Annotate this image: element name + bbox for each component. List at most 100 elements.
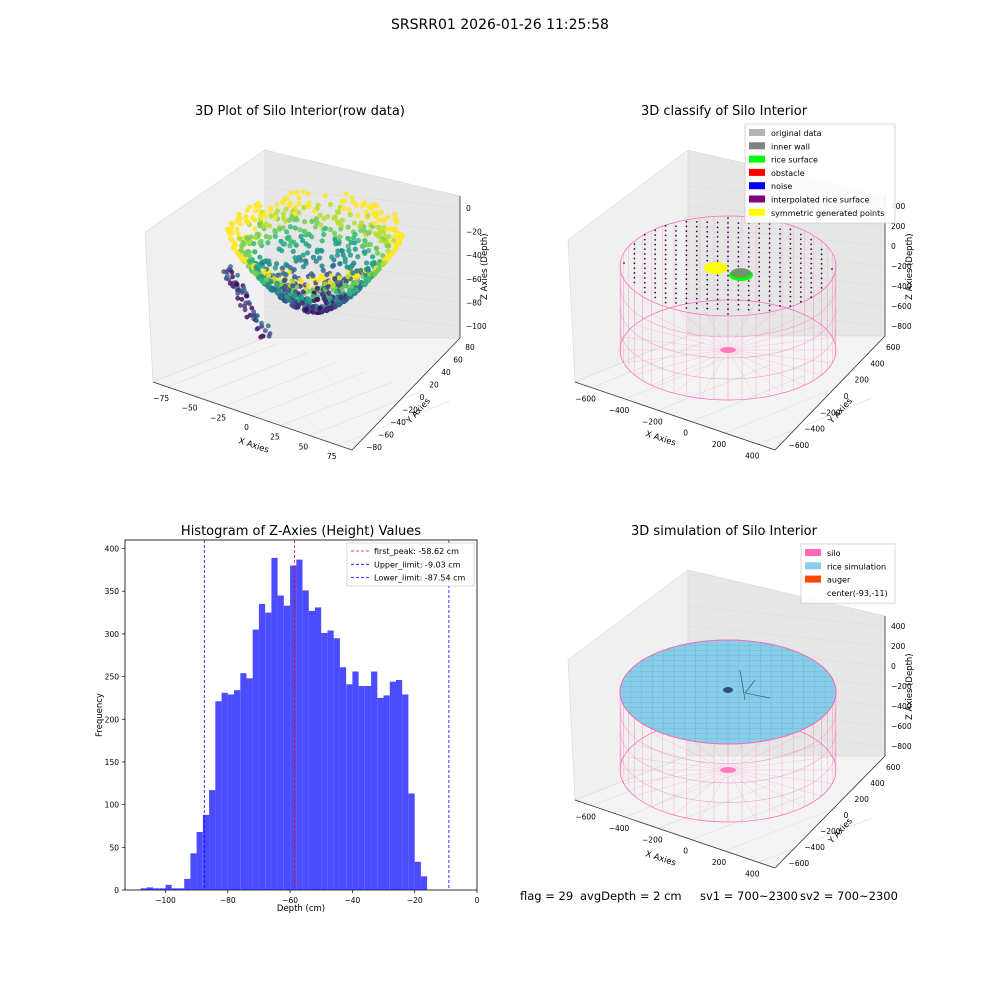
p1-scatter-point — [346, 247, 352, 254]
p3-x-tick-label: −80 — [220, 896, 236, 905]
p2-interpolated-point — [737, 251, 740, 253]
p2-interpolated-point — [737, 260, 740, 263]
p1-scatter-point — [309, 219, 315, 225]
p1-scatter-point — [351, 220, 357, 226]
p1-scatter-point — [293, 289, 299, 295]
p2-interpolated-point — [737, 222, 740, 225]
p4-silo-floor-spoke — [673, 769, 729, 816]
p1-scatter-point — [337, 261, 343, 267]
p4-legend-label: center(-93,-11) — [827, 589, 888, 598]
p2-interpolated-point — [664, 244, 667, 246]
p2-interpolated-point — [695, 278, 698, 281]
p1-scatter-point — [286, 234, 292, 240]
p3-histogram-bar — [333, 638, 340, 890]
p1-scatter-point — [242, 307, 248, 313]
p1-scatter-point — [362, 238, 368, 244]
p2-interpolated-point — [758, 232, 761, 235]
p1-scatter-point — [313, 216, 320, 222]
p1-scatter-point — [265, 323, 271, 329]
p2-xlabel: X Axies — [644, 429, 677, 448]
p2-interpolated-point — [758, 294, 761, 297]
p1-scatter-point — [258, 260, 264, 267]
p1-z-tick-label: −20 — [466, 228, 482, 237]
p4-auger-head — [723, 687, 733, 693]
p2-interpolated-point — [685, 297, 688, 300]
p1-scatter-point — [354, 268, 360, 274]
p2-interpolated-point — [779, 290, 781, 293]
p2-interpolated-point — [810, 257, 813, 260]
p4-legend-swatch — [805, 549, 821, 556]
p4-gridlines — [591, 605, 886, 863]
p2-silo-floor-spoke — [727, 349, 833, 364]
p2-interpolated-point — [820, 282, 823, 284]
p1-scatter-point — [284, 195, 290, 201]
p1-scatter-point — [235, 272, 241, 278]
p4-z-tick-label: −800 — [891, 742, 912, 751]
p2-interpolated-point — [664, 253, 667, 256]
p2-interpolated-point — [779, 237, 781, 240]
p2-interpolated-point — [799, 267, 802, 269]
p4-silo-floor-spoke — [634, 743, 729, 771]
p2-interpolated-point — [675, 244, 677, 247]
p1-scatter-point — [361, 249, 367, 255]
p2-interpolated-point — [716, 221, 719, 224]
p2-interpolated-point — [727, 250, 729, 253]
p1-scatter-point — [268, 213, 274, 219]
p1-x-tick-label: −50 — [182, 404, 198, 413]
p3-histogram-bar — [321, 633, 328, 890]
p1-scatter-point — [302, 229, 308, 235]
p3-histogram-bar — [240, 673, 247, 890]
p1-scatter-point — [303, 260, 309, 266]
p3-reference-lines — [203, 540, 450, 890]
p3-y-tick-label: 350 — [105, 587, 120, 596]
p1-scatter-point — [373, 231, 379, 237]
p2-interpolated-point — [768, 309, 771, 312]
p4-y-tick-label: 600 — [886, 763, 901, 772]
p4-title: 3D simulation of Silo Interior — [631, 524, 817, 539]
p1-scatter-point — [306, 204, 312, 210]
p4-zlabel: Z Axies (Depth) — [905, 653, 915, 720]
p1-x-gridline — [280, 381, 394, 426]
p2-interpolated-point — [820, 258, 823, 260]
panel-simulation: −600−400−2000200400−600−400−200020040060… — [567, 543, 915, 878]
p1-scatter-point — [334, 208, 341, 215]
p2-interpolated-point — [643, 291, 646, 294]
p2-interpolated-point — [706, 245, 709, 248]
p1-scatter-point — [329, 254, 335, 260]
p2-interpolated-point — [789, 262, 792, 264]
p1-scatter-point — [284, 263, 290, 269]
p2-interpolated-point — [685, 225, 688, 228]
p1-scatter-point — [279, 248, 285, 254]
p3-histogram-bar — [178, 888, 185, 890]
p1-scatter-point — [235, 291, 241, 296]
p2-interpolated-point — [633, 257, 636, 260]
p2-interpolated-point — [727, 260, 729, 263]
p2-interpolated-point — [706, 288, 709, 291]
p2-interpolated-point — [758, 261, 761, 263]
p3-y-tick-label: 0 — [114, 886, 119, 895]
p2-interpolated-point — [654, 277, 657, 280]
p2-silo-wireframe — [619, 215, 837, 401]
p4-silo-floor-spoke — [651, 733, 729, 771]
p2-interpolated-point — [695, 240, 698, 243]
p1-scatter-point — [275, 272, 281, 278]
p3-y-tick-label: 400 — [105, 545, 120, 554]
p1-scatter-point — [272, 228, 278, 234]
p2-interpolated-point — [695, 259, 698, 262]
p2-interpolated-point — [654, 267, 657, 270]
p2-interpolated-point — [747, 256, 750, 258]
p2-interpolated-point — [758, 270, 761, 273]
p2-legend-swatch — [749, 208, 765, 216]
p1-zlabel: Z Axies (Depth) — [480, 233, 490, 300]
p2-interpolated-point — [675, 234, 677, 237]
p1-scatter-point — [257, 254, 263, 260]
p1-scatter-point — [257, 240, 263, 246]
p3-histogram-bar — [146, 887, 153, 890]
p2-silo-floor-spoke — [727, 349, 783, 394]
p1-scatter-point — [249, 313, 255, 318]
p2-inner-wall-cluster — [731, 268, 751, 278]
p2-interpolated-point — [664, 282, 667, 285]
p1-scatter-point — [274, 282, 280, 288]
p1-scatter-point — [259, 214, 265, 220]
